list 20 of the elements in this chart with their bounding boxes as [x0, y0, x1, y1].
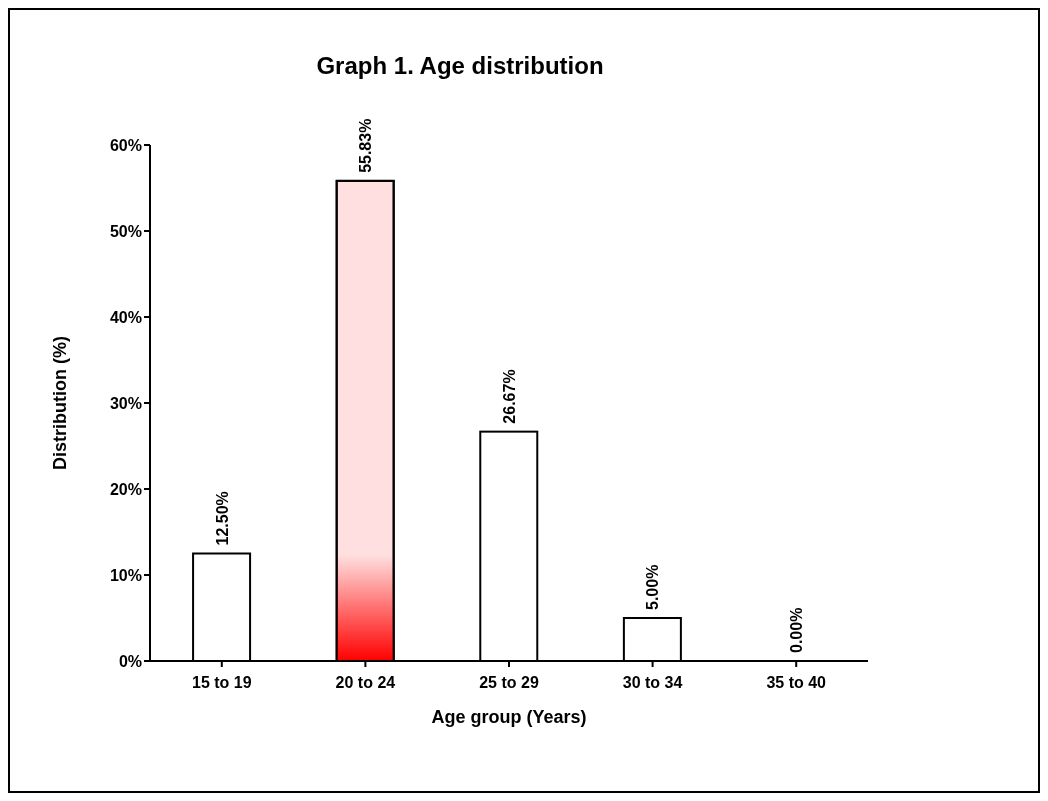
data-label: 55.83% — [357, 118, 375, 173]
y-tick-label: 50% — [109, 222, 142, 240]
y-tick-label: 30% — [109, 394, 142, 412]
data-label: 0.00% — [787, 607, 805, 653]
chart-title: Graph 1. Age distribution — [315, 52, 605, 80]
y-tick-label: 0% — [118, 652, 142, 670]
y-axis-title: Distribution (%) — [50, 336, 71, 470]
data-label: 12.50% — [213, 491, 231, 546]
x-tick-label: 20 to 24 — [335, 674, 396, 692]
y-tick-label: 20% — [109, 480, 142, 498]
x-tick-label: 25 to 29 — [479, 674, 539, 692]
y-tick-label: 40% — [109, 308, 142, 326]
y-tick-label: 10% — [109, 566, 142, 584]
data-label: 26.67% — [500, 369, 518, 424]
x-tick-label: 35 to 40 — [766, 674, 827, 692]
data-label: 5.00% — [644, 564, 662, 610]
x-tick-label: 15 to 19 — [192, 674, 252, 692]
y-tick-label: 60% — [109, 136, 142, 154]
x-tick-label: 30 to 34 — [622, 674, 683, 692]
x-axis-title: Age group (Years) — [431, 707, 587, 727]
